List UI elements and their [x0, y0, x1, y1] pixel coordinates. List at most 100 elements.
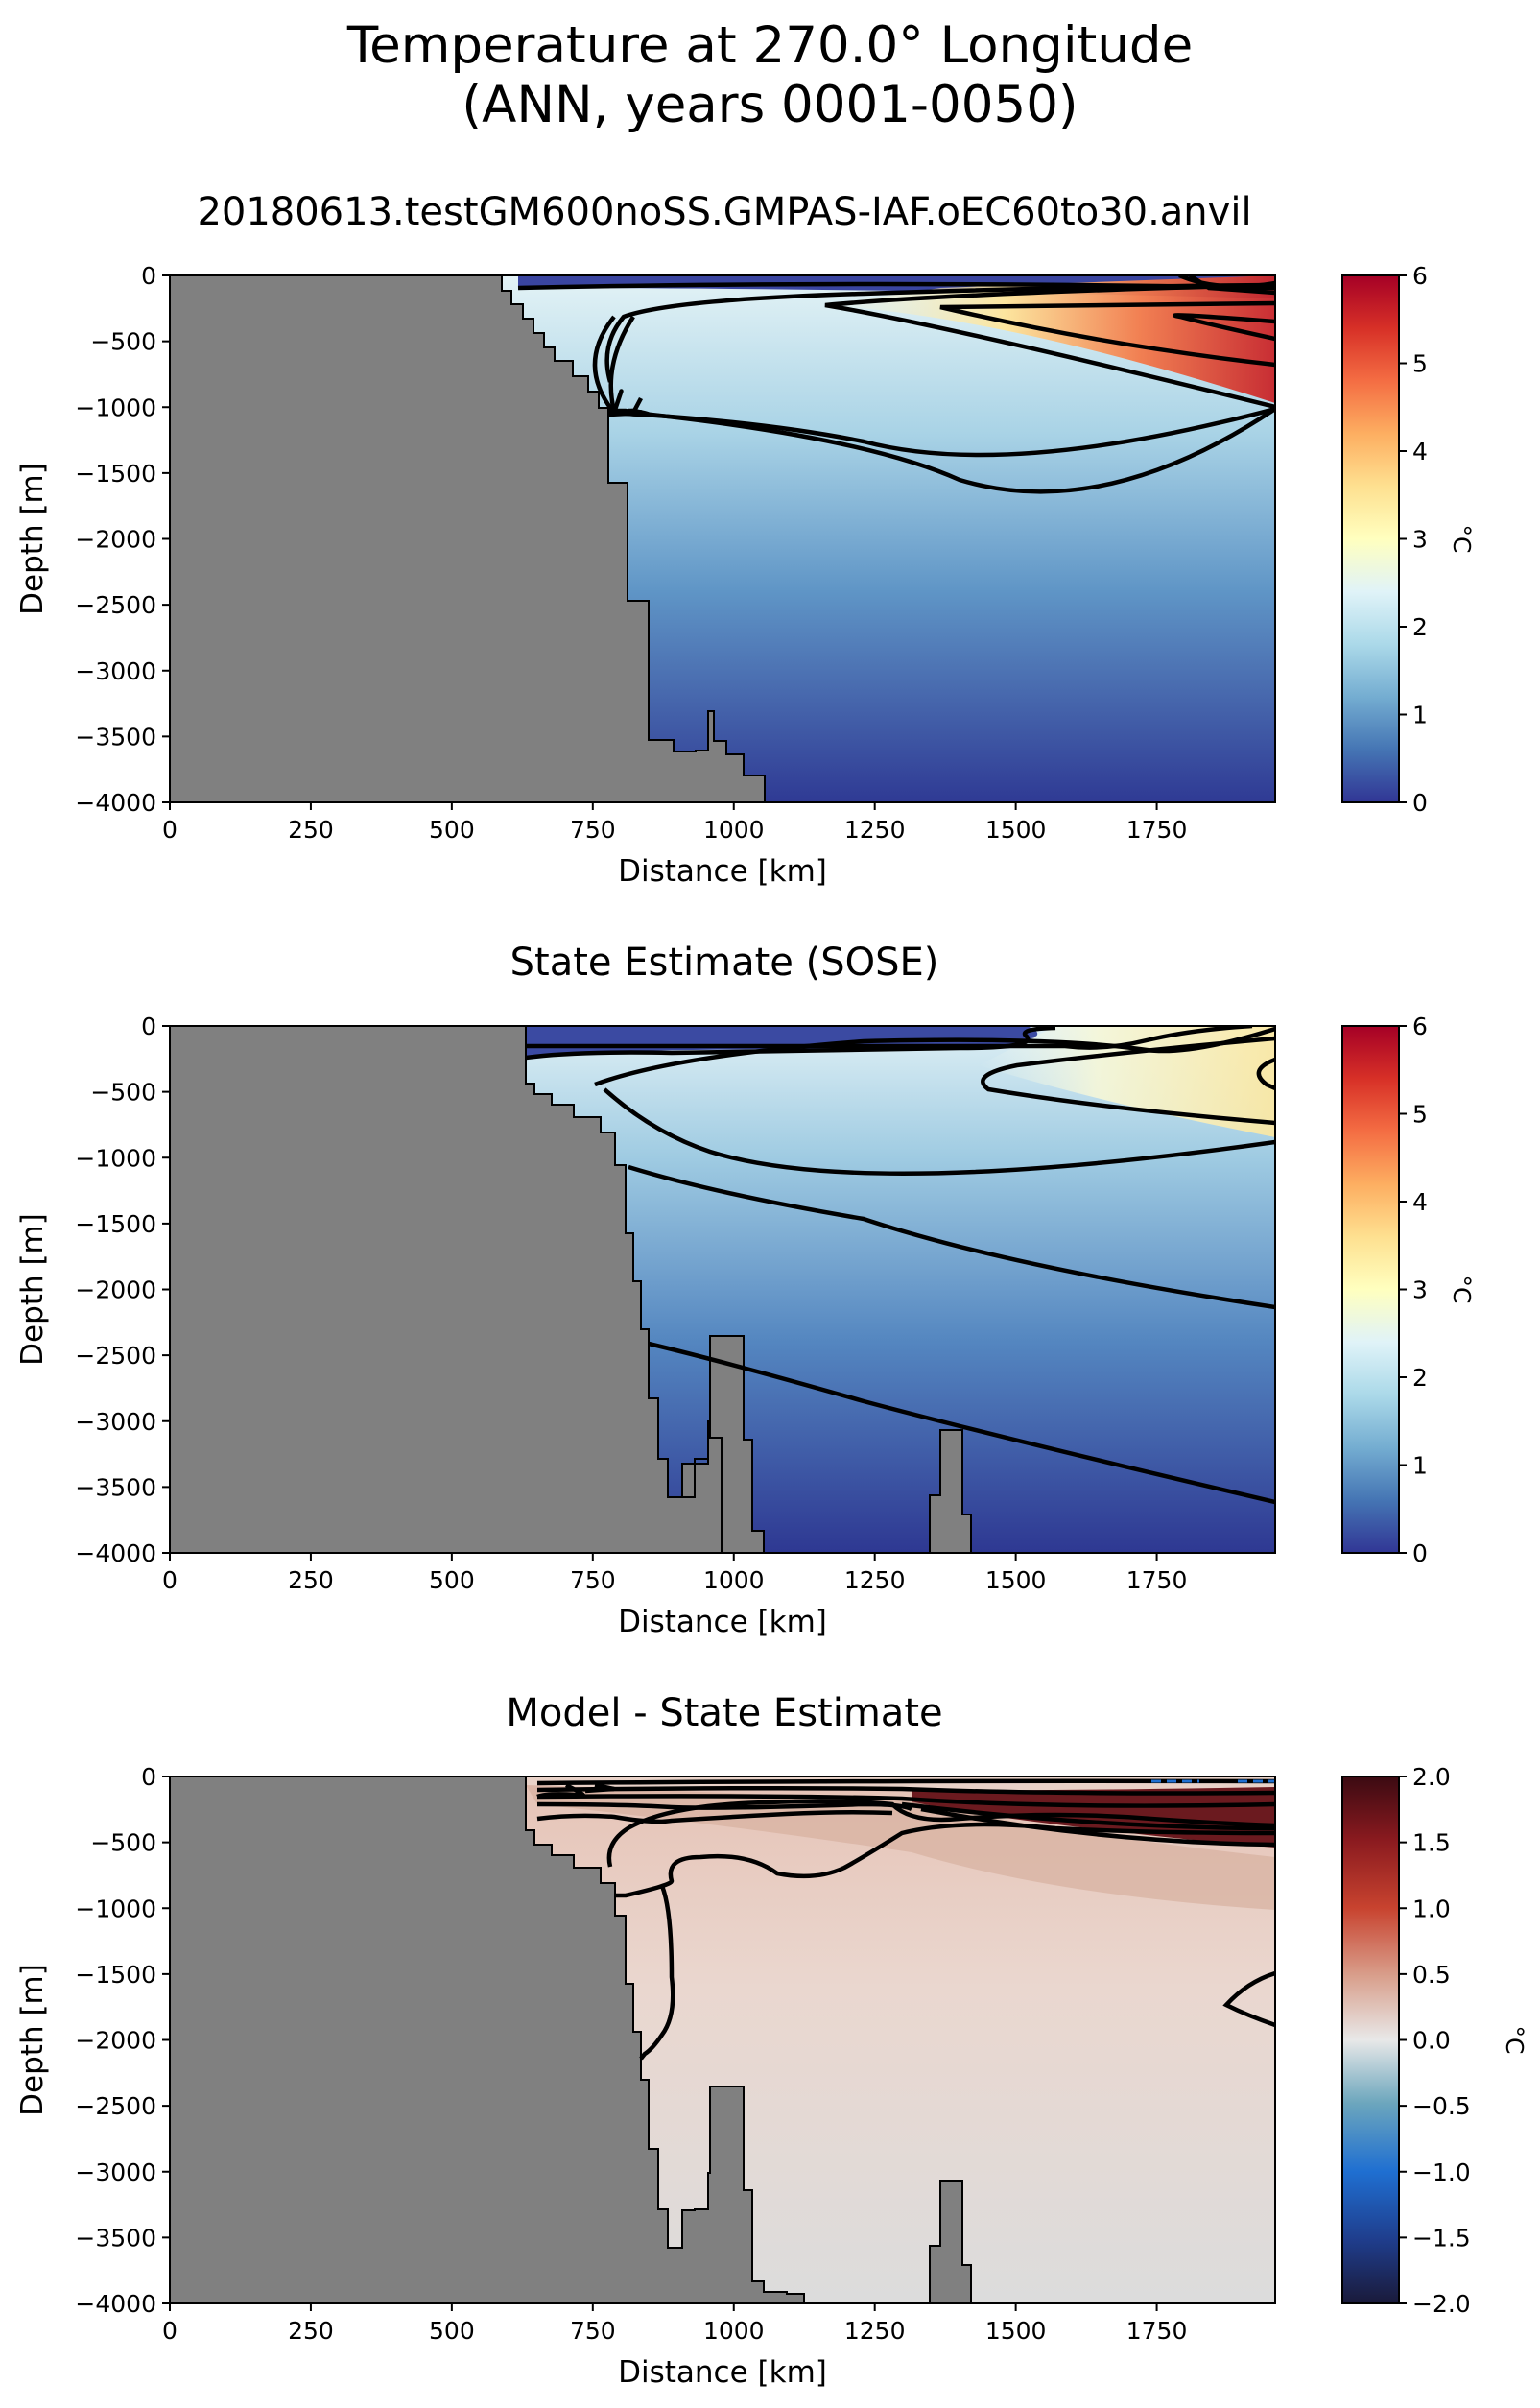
- panel1-colorbar: [1341, 274, 1400, 803]
- panel2-ytick-label: −2500: [75, 1342, 156, 1370]
- panel1-cbar-tick-label: 6: [1412, 262, 1428, 290]
- panel1-xtick-label: 750: [570, 816, 616, 844]
- panel3-ytick-label: −500: [90, 1829, 156, 1857]
- panel2-cold-surface: [526, 1026, 1038, 1058]
- panel3-contours: [536, 1778, 1275, 2061]
- panel1-cbar-tick-label: 3: [1412, 526, 1428, 554]
- panel3-ytick-label: 0: [141, 1763, 156, 1791]
- panel3-cbar-tick-label: 2.0: [1412, 1763, 1451, 1791]
- panel1-contours: [517, 275, 1275, 494]
- panel1-contour-1h: [592, 315, 616, 415]
- panel2-contour-2: [981, 1036, 1275, 1126]
- panel3-cbar-tick-label: 0.0: [1412, 2027, 1451, 2055]
- panel3-xtick-label: 0: [162, 2317, 178, 2345]
- panel2-cbar-tick-label: 0: [1412, 1539, 1428, 1567]
- panel3-contour-d: [901, 1801, 1275, 1831]
- panel3-xtick-label: 1250: [844, 2317, 906, 2345]
- panel1-cbar-tick-label: 4: [1412, 438, 1428, 465]
- panel1-ytick-label: −2000: [75, 526, 156, 554]
- panel1-xtick-label: 1250: [844, 816, 906, 844]
- panel3-xtick-label: 500: [429, 2317, 475, 2345]
- panel3-title: Model - State Estimate: [506, 1691, 943, 1735]
- panel3-contour-h: [584, 1782, 615, 1794]
- panel2-xtick-label: 750: [570, 1566, 616, 1594]
- panel1-contour-4: [1173, 313, 1275, 342]
- panel2-xtick-label: 1500: [985, 1566, 1047, 1594]
- panel3-ylabel: Depth [m]: [15, 1964, 50, 2116]
- panel3-seamount-b: [929, 2180, 972, 2303]
- panel1-contour-2: [824, 282, 1275, 410]
- panel2-ytick-label: −1500: [75, 1210, 156, 1238]
- panel1-xlabel: Distance [km]: [618, 854, 827, 889]
- panel3-ytick-label: −1000: [75, 1895, 156, 1922]
- panel2-xtick-label: 500: [429, 1566, 475, 1594]
- panel2-cbar-tick-label: 3: [1412, 1276, 1428, 1304]
- panel2-ytick-label: −500: [90, 1079, 156, 1107]
- panel3-contour-i: [536, 1809, 893, 1824]
- panel1-warm-core: [825, 275, 1275, 403]
- panel2-ytick-label: −4000: [75, 1539, 156, 1567]
- panel2-ytick-label: −2000: [75, 1276, 156, 1304]
- panel3-xtick-label: 1750: [1126, 2317, 1188, 2345]
- panel3-contour-l: [639, 1885, 675, 2061]
- panel1-ytick-label: −3000: [75, 657, 156, 685]
- panel3-cbar-tick-label: 1.5: [1412, 1829, 1451, 1857]
- panel1-xtick-label: 500: [429, 816, 475, 844]
- axes-layer: 0 250 500 750 1000 1250 1500 1750 0 −500 −1000 −150…: [15, 262, 1528, 2390]
- panel2-xlabel: Distance [km]: [618, 1605, 827, 1639]
- panel3-contour-b: [536, 1785, 1275, 1796]
- panel2-ytick-label: 0: [141, 1013, 156, 1040]
- panel2-contour-2c: [628, 1164, 1275, 1310]
- panel3-cbar-tick-label: 0.5: [1412, 1961, 1451, 1989]
- panel2-xtick-label: 1000: [703, 1566, 765, 1594]
- panel1-ytick-label: −1000: [75, 393, 156, 421]
- panel3-ytick-label: −2500: [75, 2092, 156, 2120]
- panel2-seamount-b: [929, 1429, 972, 1553]
- panel3-colorbar: [1341, 1776, 1400, 2304]
- panel2-ylabel: Depth [m]: [15, 1213, 50, 1366]
- panel1-ytick-label: −500: [90, 328, 156, 356]
- panel2-ytick-label: −3500: [75, 1473, 156, 1501]
- panel3-contour-j: [606, 1799, 1275, 1868]
- panel3-ytick-label: −3000: [75, 2158, 156, 2186]
- panel3-ytick-label: −3500: [75, 2224, 156, 2252]
- panel2-colorbar: [1341, 1025, 1400, 1554]
- figure-title-line1: Temperature at 270.0° Longitude: [346, 16, 1194, 75]
- panel2-cbar-tick-label: 2: [1412, 1364, 1428, 1392]
- panel1-ytick-label: −3500: [75, 723, 156, 751]
- panel3-plot: [170, 1776, 1275, 2303]
- panel1-ylabel: Depth [m]: [15, 463, 50, 615]
- panel3-cbar-tick-label: −1.5: [1412, 2224, 1471, 2252]
- panel3-contour-k: [614, 1822, 1275, 1898]
- panel1-ytick-label: −1500: [75, 460, 156, 488]
- panel1-contour-5b: [1178, 275, 1275, 289]
- panel2-cbar-tick-label: 6: [1412, 1013, 1428, 1040]
- panel2-cbar-tick-label: 4: [1412, 1188, 1428, 1216]
- panel1-ytick-label: −2500: [75, 591, 156, 619]
- panel3-ytick-label: −2000: [75, 2027, 156, 2055]
- panel2-xtick-label: 250: [288, 1566, 334, 1594]
- panel1-ytick-label: −4000: [75, 789, 156, 817]
- panel3-ytick-label: −4000: [75, 2290, 156, 2318]
- panel2-xtick-label: 1750: [1126, 1566, 1188, 1594]
- panel3-xtick-label: 250: [288, 2317, 334, 2345]
- panel1-contour-3: [939, 300, 1275, 368]
- panel2-seamount-a: [709, 1335, 765, 1553]
- panel3-xlabel: Distance [km]: [618, 2355, 827, 2390]
- panel1-cbar-tick-label: 2: [1412, 613, 1428, 641]
- panel1-contour-1j: [611, 389, 624, 414]
- panel2-contours: [525, 1026, 1275, 1505]
- panel1-ytick-label: 0: [141, 262, 156, 290]
- panel1-contour-2b-lower: [614, 407, 1275, 494]
- panel3-xtick-label: 750: [570, 2317, 616, 2345]
- panel1-plot: [170, 275, 1275, 802]
- panel3-xtick-label: 1000: [703, 2317, 765, 2345]
- panel1-title: 20180613.testGM600noSS.GMPAS-IAF.oEC60to…: [197, 190, 1252, 234]
- panel3-cbar-tick-label: −0.5: [1412, 2092, 1471, 2120]
- panel1-cbar-tick-label: 0: [1412, 789, 1428, 817]
- panel2-xtick-label: 1250: [844, 1566, 906, 1594]
- panel2-ytick-label: −1000: [75, 1144, 156, 1172]
- panel1-xtick-label: 0: [162, 816, 178, 844]
- panel3-contour-a: [536, 1778, 1275, 1786]
